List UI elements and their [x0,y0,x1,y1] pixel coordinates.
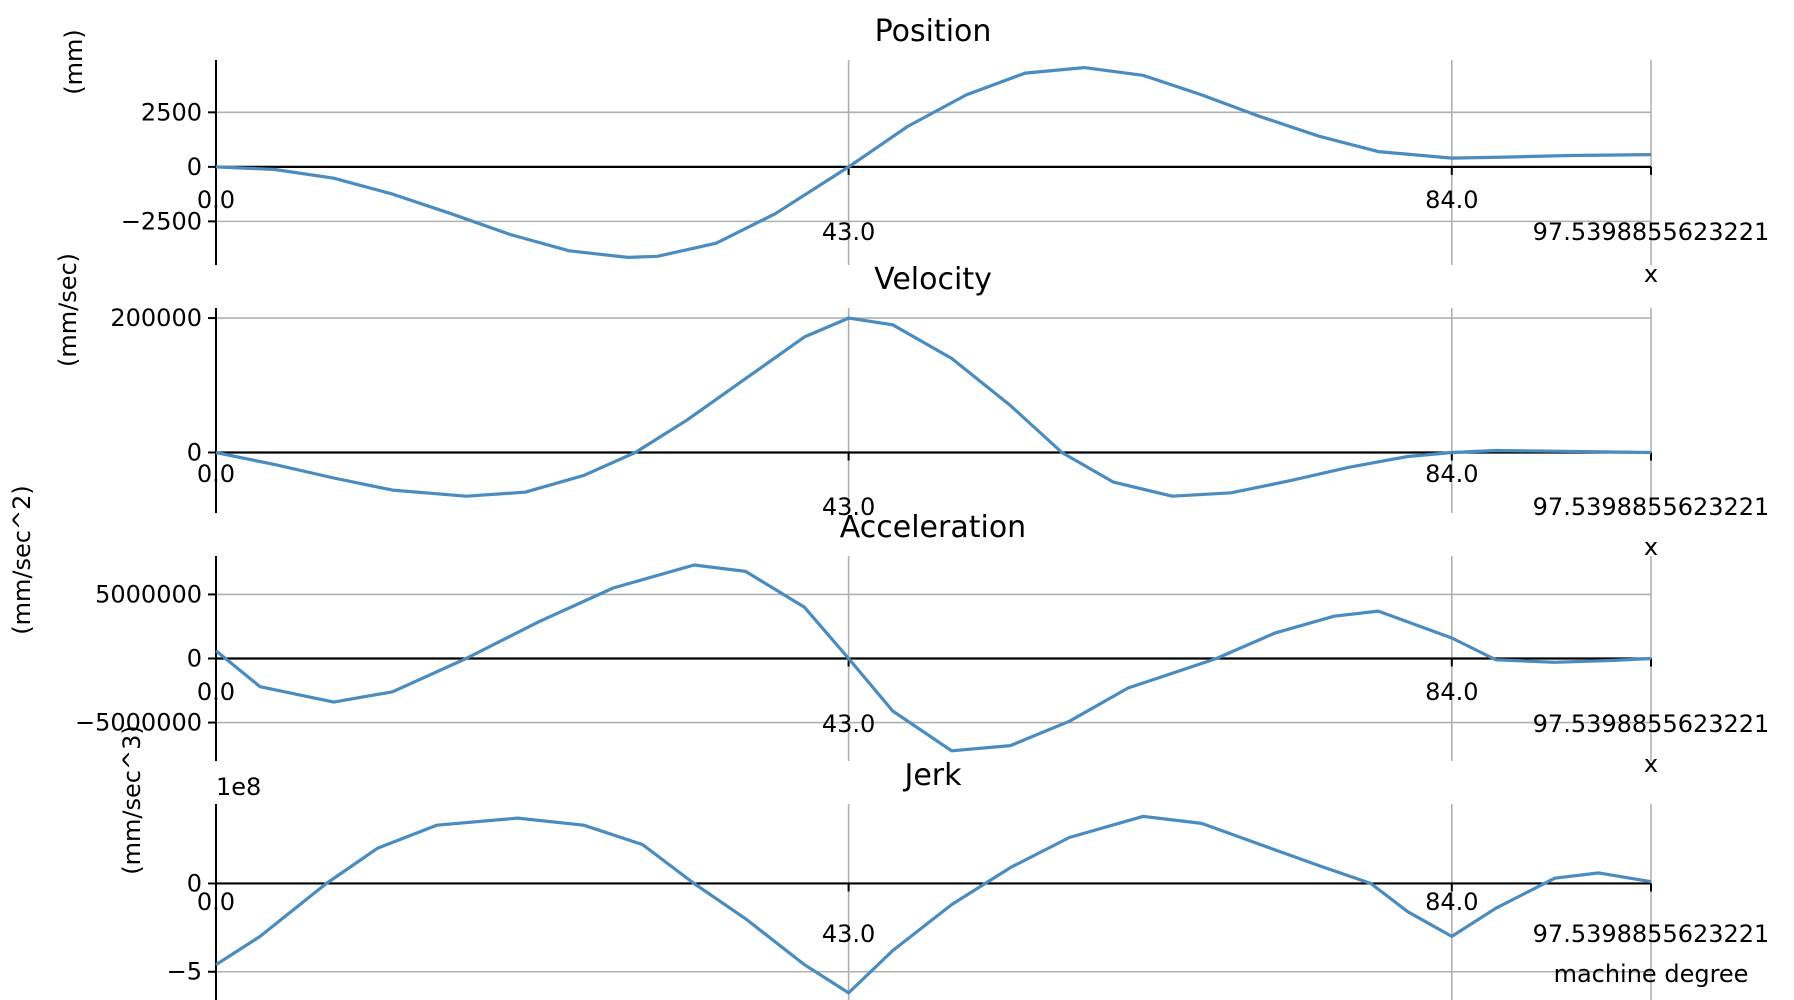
acceleration-y-tick-label-1: 0 [187,645,202,673]
velocity-y-tick-label-0: 0 [187,439,202,467]
jerk-y-label: (mm/sec^3) [118,725,146,874]
position-series-line [215,65,1652,259]
acceleration-x-tick-label-2: 84.0 [1425,678,1478,706]
position-x-tick-label-2: 84.0 [1425,186,1478,214]
jerk-y-offset-text: 1e8 [216,773,261,801]
acceleration-x-tick-label-1: 43.0 [822,710,875,738]
position-x-tick-label-1: 43.0 [822,218,875,246]
acceleration-y-tick-label-2: 5000000 [95,580,202,608]
velocity-x-tick-label-0: 0.0 [197,460,235,488]
position-title: Position [875,14,992,49]
jerk-x-label: machine degree [1554,960,1749,988]
acceleration-series-line [214,563,1652,753]
position-y-tick-label-2: 2500 [141,98,202,126]
acceleration-x-tick-label-0: 0.0 [197,678,235,706]
velocity-y-tick-label-1: 200000 [110,304,202,332]
acceleration-y-tick-label-0: −5000000 [75,709,202,737]
position-y-tick-label-1: 0 [187,153,202,181]
jerk-y-tick-label-1: 0 [187,869,202,897]
position-x-tick-label-0: 0.0 [197,186,235,214]
jerk-series-line [215,814,1652,995]
acceleration-y-label: (mm/sec^2) [8,485,36,634]
velocity-series-line [215,316,1652,498]
position-x-tick-label-3: 97.5398855623221 [1533,218,1770,246]
acceleration-x-tick-label-3: 97.5398855623221 [1533,710,1770,738]
velocity-x-tick-label-2: 84.0 [1425,460,1478,488]
velocity-y-label: (mm/sec) [54,253,82,367]
acceleration-title: Acceleration [840,510,1026,545]
velocity-x-label: x [1644,533,1658,561]
position-y-tick-label-0: −2500 [121,207,202,235]
jerk-x-tick-label-3: 97.5398855623221 [1533,920,1770,948]
velocity-x-tick-label-3: 97.5398855623221 [1533,493,1770,521]
jerk-x-tick-label-0: 0.0 [197,888,235,916]
position-y-label: (mm) [60,29,88,94]
acceleration-x-label: x [1644,750,1658,778]
position-x-label: x [1644,260,1658,288]
jerk-x-tick-label-1: 43.0 [822,920,875,948]
velocity-x-tick-label-1: 43.0 [822,493,875,521]
velocity-title: Velocity [874,262,992,297]
jerk-x-tick-label-2: 84.0 [1425,888,1478,916]
jerk-title: Jerk [902,758,962,793]
jerk-y-tick-label-0: −5 [167,958,202,986]
